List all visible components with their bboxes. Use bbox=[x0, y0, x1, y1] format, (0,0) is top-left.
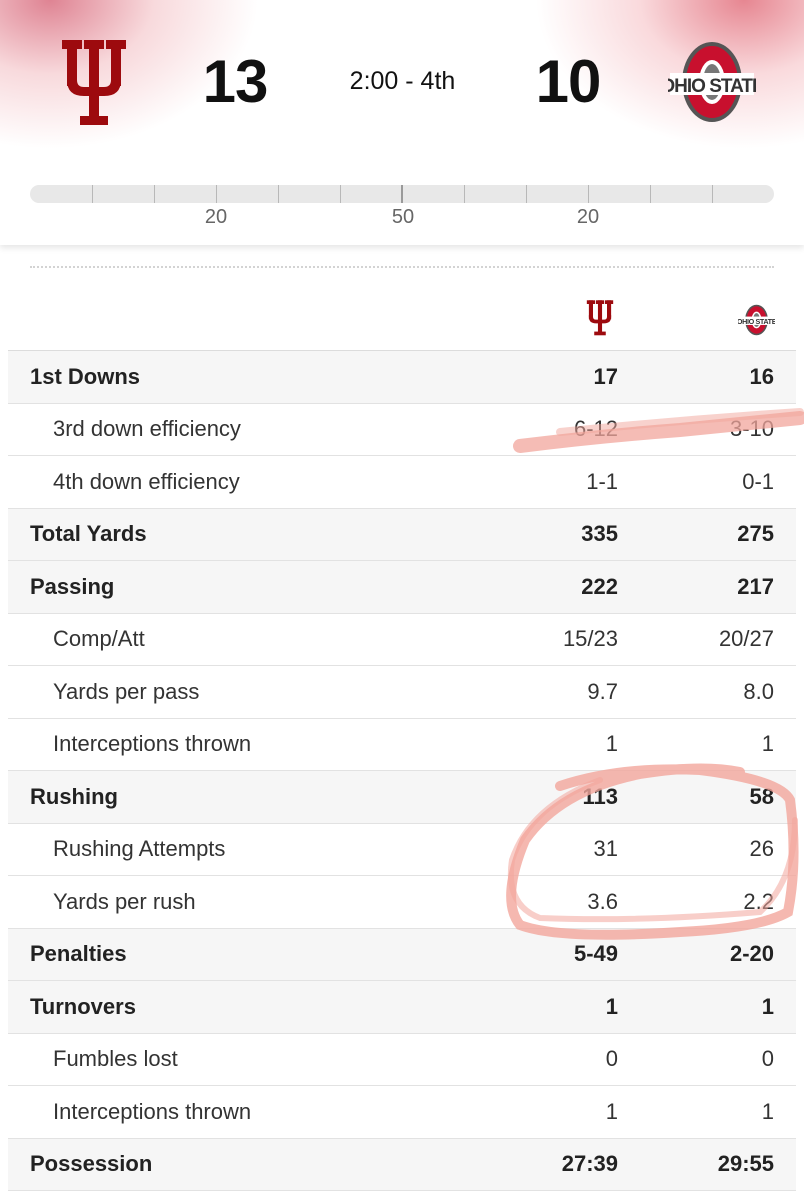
stat-row: Total Yards 335 275 bbox=[8, 508, 796, 561]
stat-row: Rushing 113 58 bbox=[8, 771, 796, 824]
stat-away-value: 16 bbox=[749, 363, 774, 389]
stat-away-value: 0-1 bbox=[742, 468, 774, 494]
stat-label: Fumbles lost bbox=[53, 1046, 178, 1072]
field-tick bbox=[712, 185, 713, 203]
stat-home-value: 222 bbox=[581, 573, 618, 599]
stat-row: Passing 222 217 bbox=[8, 561, 796, 614]
field-tick bbox=[526, 185, 527, 203]
stat-away-value: 58 bbox=[749, 783, 774, 809]
stat-away-value: 29:55 bbox=[717, 1151, 774, 1177]
stat-label: 4th down efficiency bbox=[53, 468, 240, 494]
stat-away-value: 3-10 bbox=[729, 416, 774, 442]
stat-label: Rushing Attempts bbox=[53, 836, 226, 862]
stat-row: Yards per rush 3.6 2.2 bbox=[8, 876, 796, 929]
indiana-logo-icon[interactable] bbox=[60, 40, 128, 126]
stat-home-value: 1 bbox=[605, 1098, 618, 1124]
field-tick bbox=[92, 185, 93, 203]
stat-row: Rushing Attempts 31 26 bbox=[8, 824, 796, 876]
stat-away-value: 0 bbox=[761, 1046, 774, 1072]
stat-home-value: 15/23 bbox=[562, 626, 618, 652]
stat-row: Interceptions thrown 1 1 bbox=[8, 719, 796, 771]
stat-home-value: 5-49 bbox=[573, 941, 618, 967]
stat-label: Yards per pass bbox=[53, 678, 200, 704]
field-tick bbox=[278, 185, 279, 203]
field-tick bbox=[154, 185, 155, 203]
stat-home-value: 0 bbox=[605, 1046, 618, 1072]
stat-home-value: 17 bbox=[593, 363, 618, 389]
svg-text:OHIO STATE: OHIO STATE bbox=[738, 317, 775, 326]
svg-text:OHIO STATE: OHIO STATE bbox=[668, 76, 756, 97]
stat-away-value: 2-20 bbox=[729, 941, 774, 967]
stat-home-value: 1 bbox=[605, 731, 618, 757]
stat-row: Interceptions thrown 1 1 bbox=[8, 1086, 796, 1139]
stat-away-value: 26 bbox=[749, 836, 774, 862]
stat-label: 3rd down efficiency bbox=[53, 416, 241, 442]
field-position-bar bbox=[30, 185, 774, 203]
ohio-state-logo-icon[interactable]: OHIO STATE bbox=[668, 40, 756, 124]
stat-home-value: 3.6 bbox=[587, 888, 618, 914]
stat-away-value: 1 bbox=[761, 993, 774, 1019]
home-score: 13 bbox=[202, 48, 269, 115]
stat-away-value: 1 bbox=[761, 1098, 774, 1124]
stat-away-value: 1 bbox=[761, 731, 774, 757]
stat-label: Penalties bbox=[30, 941, 127, 967]
stat-row: Yards per pass 9.7 8.0 bbox=[8, 666, 796, 719]
away-team-glow bbox=[534, 0, 804, 150]
yard-label-away-20: 20 bbox=[576, 206, 600, 228]
stat-home-value: 31 bbox=[593, 836, 618, 862]
stat-home-value: 9.7 bbox=[587, 678, 618, 704]
stat-away-value: 2.2 bbox=[743, 888, 774, 914]
yard-label-50: 50 bbox=[391, 206, 415, 228]
stat-label: Interceptions thrown bbox=[53, 731, 252, 757]
field-tick bbox=[340, 185, 341, 203]
stat-label: Total Yards bbox=[30, 521, 147, 547]
stat-home-value: 335 bbox=[581, 521, 618, 547]
stat-row: 3rd down efficiency 6-12 3-10 bbox=[8, 404, 796, 456]
stat-label: Turnovers bbox=[30, 993, 136, 1019]
field-tick bbox=[650, 185, 651, 203]
team-stats-table: 1st Downs 17 16 3rd down efficiency 6-12 3-10… bbox=[8, 350, 796, 1191]
stat-row: 4th down efficiency 1-1 0-1 bbox=[8, 456, 796, 509]
stat-row: Comp/Att 15/23 20/27 bbox=[8, 614, 796, 666]
away-score: 10 bbox=[535, 48, 602, 115]
stat-row: Turnovers 1 1 bbox=[8, 981, 796, 1034]
stat-home-value: 113 bbox=[582, 783, 619, 809]
stat-home-value: 1 bbox=[605, 993, 618, 1019]
stat-away-value: 20/27 bbox=[718, 626, 774, 652]
field-tick bbox=[464, 185, 465, 203]
stat-away-value: 275 bbox=[737, 521, 774, 547]
field-tick bbox=[216, 185, 217, 203]
stat-row: Possession 27:39 29:55 bbox=[8, 1138, 796, 1191]
scoreboard-header: 13 2:00 - 4th 10 OHIO STATE 20 50 20 bbox=[0, 0, 804, 245]
stat-away-value: 8.0 bbox=[743, 678, 774, 704]
stat-away-value: 217 bbox=[737, 573, 774, 599]
field-tick-midfield bbox=[401, 185, 403, 203]
stat-label: Passing bbox=[30, 573, 115, 599]
yard-label-home-20: 20 bbox=[204, 206, 228, 228]
stat-label: Comp/Att bbox=[53, 626, 145, 652]
stat-row: 1st Downs 17 16 bbox=[8, 351, 796, 404]
stat-label: Interceptions thrown bbox=[53, 1098, 252, 1124]
ohio-state-column-logo-icon: OHIO STATE bbox=[738, 304, 775, 336]
stat-label: Rushing bbox=[30, 783, 118, 809]
stat-row: Fumbles lost 0 0 bbox=[8, 1034, 796, 1086]
home-team-glow bbox=[0, 0, 260, 150]
stat-home-value: 6-12 bbox=[573, 416, 618, 442]
stat-home-value: 27:39 bbox=[561, 1151, 618, 1177]
stat-label: 1st Downs bbox=[30, 363, 141, 389]
stat-label: Possession bbox=[30, 1151, 153, 1177]
section-divider bbox=[30, 266, 774, 268]
stat-row: Penalties 5-49 2-20 bbox=[8, 928, 796, 981]
stat-label: Yards per rush bbox=[53, 888, 196, 914]
field-tick bbox=[588, 185, 589, 203]
game-clock: 2:00 - 4th bbox=[349, 67, 456, 95]
indiana-column-logo-icon bbox=[586, 300, 614, 336]
stat-home-value: 1-1 bbox=[586, 468, 618, 494]
